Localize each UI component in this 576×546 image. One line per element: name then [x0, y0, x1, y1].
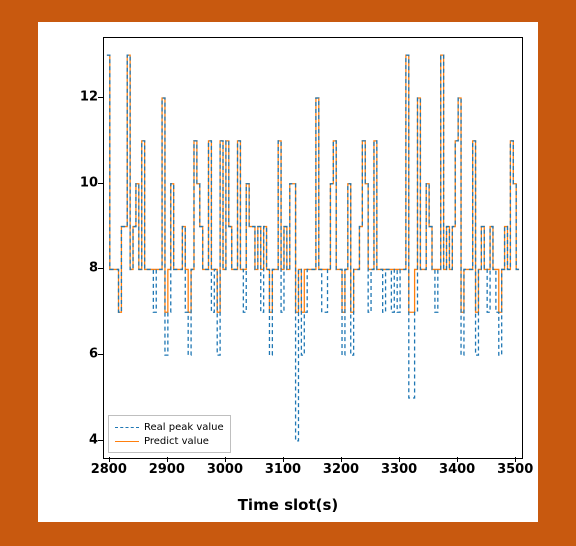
series-real [107, 55, 519, 441]
legend-label-real: Real peak value [144, 422, 224, 433]
legend-label-predict: Predict value [144, 436, 209, 447]
y-tick-label: 8 [68, 261, 98, 276]
x-tick-label: 3500 [497, 462, 533, 477]
x-tick-label: 3200 [323, 462, 359, 477]
plot-area [103, 37, 523, 459]
y-tick-label: 12 [68, 90, 98, 105]
x-tick-label: 3000 [207, 462, 243, 477]
x-tick-label: 3400 [439, 462, 475, 477]
legend-line-predict [115, 441, 139, 442]
chart-figure: The number of active URLLC devices 28002… [38, 22, 538, 522]
x-tick-label: 2800 [91, 462, 127, 477]
y-tick-label: 6 [68, 347, 98, 362]
x-tick-label: 3300 [381, 462, 417, 477]
series-predict [107, 55, 519, 312]
legend-item-real: Real peak value [115, 420, 224, 434]
legend: Real peak value Predict value [108, 415, 231, 453]
legend-line-real [115, 427, 139, 428]
x-axis-label: Time slot(s) [238, 496, 339, 514]
x-tick-label: 3100 [265, 462, 301, 477]
y-tick-label: 10 [68, 175, 98, 190]
x-tick-label: 2900 [149, 462, 185, 477]
lines-svg [104, 38, 522, 458]
legend-item-predict: Predict value [115, 434, 224, 448]
y-tick-label: 4 [68, 432, 98, 447]
